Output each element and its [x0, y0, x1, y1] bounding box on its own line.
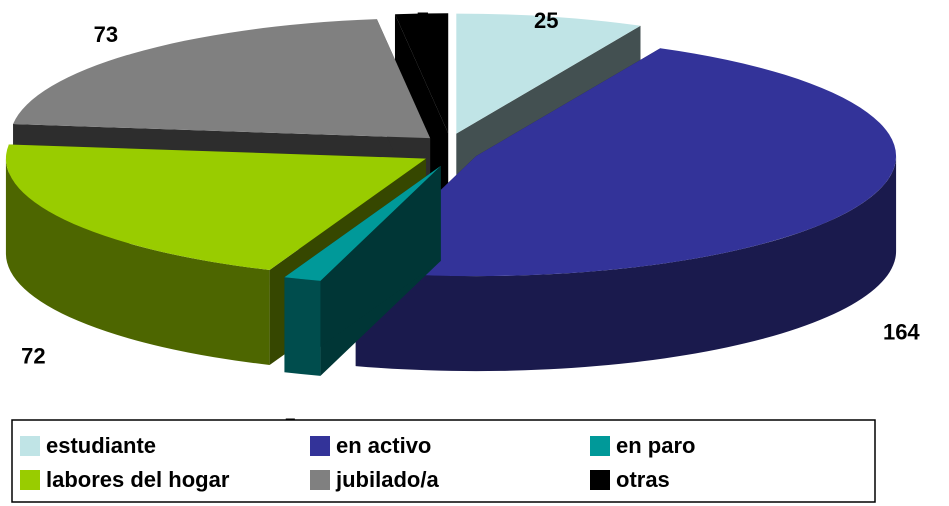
slice-top [284, 165, 441, 281]
legend-label: otras [616, 467, 670, 492]
data-label: 164 [883, 320, 920, 345]
slice-wall [284, 165, 441, 373]
data-label: 25 [534, 8, 558, 33]
data-label: 72 [21, 344, 45, 369]
legend-box [11, 419, 876, 503]
slice-top [394, 13, 449, 134]
legend-swatch [310, 470, 330, 490]
legend-label: en activo [336, 433, 431, 458]
slice-top [355, 48, 897, 277]
legend-swatch [590, 470, 610, 490]
legend-swatch [20, 436, 40, 456]
legend-swatch [310, 436, 330, 456]
slice-side [5, 158, 270, 365]
legend-label: jubilado/a [335, 467, 439, 492]
legend: estudiante en activo en paro labores del ho… [11, 419, 876, 503]
slice [284, 165, 441, 376]
legend-label: estudiante [46, 433, 156, 458]
slice-top [13, 19, 431, 139]
slice-top [456, 13, 641, 134]
slice-side [355, 156, 897, 372]
data-label: 73 [94, 22, 118, 47]
legend-label: labores del hogar [46, 467, 230, 492]
data-label: 7 [417, 8, 429, 33]
legend-swatch [20, 470, 40, 490]
legend-label: en paro [616, 433, 695, 458]
pie [5, 13, 897, 376]
slice-side [284, 277, 321, 376]
slice-top [5, 144, 426, 270]
legend-swatch [590, 436, 610, 456]
